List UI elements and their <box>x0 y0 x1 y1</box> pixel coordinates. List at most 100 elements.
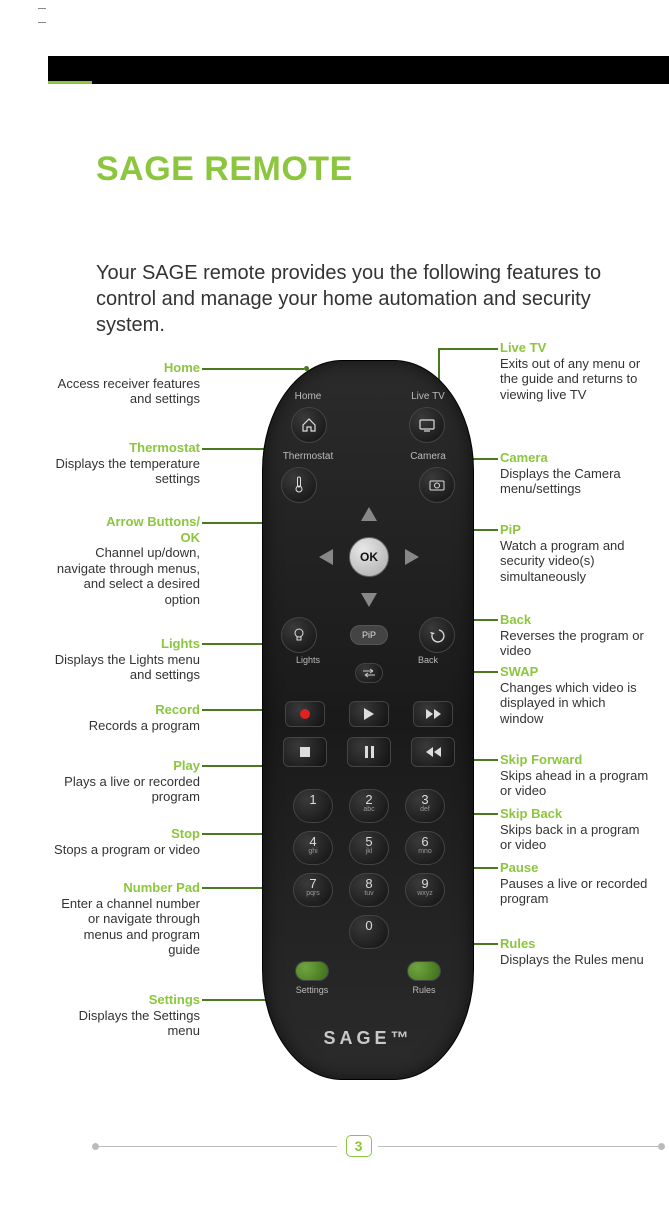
thermostat-button[interactable] <box>281 467 317 503</box>
num-5[interactable]: 5jkl <box>349 831 389 865</box>
remote-label-livetv: Live TV <box>393 391 463 402</box>
callout-title: Number Pad <box>54 880 200 896</box>
callout-desc: Access receiver features and settings <box>58 376 200 407</box>
record-button[interactable] <box>285 701 325 727</box>
callout-desc: Displays the Rules menu <box>500 952 644 967</box>
num-3[interactable]: 3def <box>405 789 445 823</box>
arrow-left-button[interactable] <box>319 549 333 565</box>
skipfwd-icon <box>426 709 441 719</box>
lights-button[interactable] <box>281 617 317 653</box>
play-icon <box>364 708 374 720</box>
callout-thermostat: Thermostat Displays the temperature sett… <box>54 440 200 487</box>
callout-title: Rules <box>500 936 650 952</box>
skip-back-button[interactable] <box>411 737 455 767</box>
camera-button[interactable] <box>419 467 455 503</box>
callout-title: Pause <box>500 860 650 876</box>
callout-title: Skip Back <box>500 806 650 822</box>
digit-sub: pqrs <box>294 890 332 897</box>
arrow-right-button[interactable] <box>405 549 419 565</box>
callout-livetv: Live TV Exits out of any menu or the gui… <box>500 340 650 402</box>
callout-record: Record Records a program <box>54 702 200 733</box>
page-title: SAGE REMOTE <box>96 150 353 189</box>
page: SAGE REMOTE Your SAGE remote provides yo… <box>48 0 669 1213</box>
skip-forward-button[interactable] <box>413 701 453 727</box>
play-button[interactable] <box>349 701 389 727</box>
ok-button[interactable]: OK <box>349 537 389 577</box>
footer-dot <box>658 1143 665 1150</box>
callout-swap: SWAP Changes which video is displayed in… <box>500 664 650 726</box>
callout-desc: Displays the temperature settings <box>55 456 200 487</box>
pause-button[interactable] <box>347 737 391 767</box>
record-icon <box>300 709 310 719</box>
swap-button[interactable] <box>355 663 383 683</box>
tv-icon <box>419 418 435 432</box>
back-button[interactable] <box>419 617 455 653</box>
callout-camera: Camera Displays the Camera menu/settings <box>500 450 650 497</box>
stop-icon <box>300 747 310 757</box>
callout-back: Back Reverses the program or video <box>500 612 650 659</box>
page-number: 3 <box>346 1135 372 1157</box>
digit-sub: tuv <box>350 890 388 897</box>
callout-title: Record <box>54 702 200 718</box>
digit: 9 <box>421 876 428 891</box>
callout-home: Home Access receiver features and settin… <box>54 360 200 407</box>
num-2[interactable]: 2abc <box>349 789 389 823</box>
digit: 8 <box>365 876 372 891</box>
digit: 4 <box>309 834 316 849</box>
callout-settings: Settings Displays the Settings menu <box>54 992 200 1039</box>
pause-icon <box>365 746 374 758</box>
remote-label-thermostat: Thermostat <box>269 451 347 462</box>
num-8[interactable]: 8tuv <box>349 873 389 907</box>
arrow-up-button[interactable] <box>361 507 377 521</box>
callout-title: Play <box>54 758 200 774</box>
callout-desc: Enter a channel number or navigate throu… <box>61 896 200 958</box>
remote-label-home: Home <box>273 391 343 402</box>
callout-title: Skip Forward <box>500 752 650 768</box>
livetv-button[interactable] <box>409 407 445 443</box>
digit: 2 <box>365 792 372 807</box>
num-0[interactable]: 0 <box>349 915 389 949</box>
footer-line <box>378 1146 658 1147</box>
header-accent <box>48 81 92 84</box>
num-6[interactable]: 6mno <box>405 831 445 865</box>
dpad: OK <box>319 507 419 607</box>
callout-desc: Changes which video is displayed in whic… <box>500 680 637 726</box>
callout-desc: Watch a program and security video(s) si… <box>500 538 625 584</box>
callout-desc: Exits out of any menu or the guide and r… <box>500 356 640 402</box>
callout-title: Lights <box>54 636 200 652</box>
arrow-down-button[interactable] <box>361 593 377 607</box>
leader-line <box>438 348 498 350</box>
remote-label-rules: Rules <box>389 985 459 995</box>
page-footer: 3 <box>48 1135 669 1155</box>
remote-label-back: Back <box>393 655 463 665</box>
num-7[interactable]: 7pqrs <box>293 873 333 907</box>
intro-text: Your SAGE remote provides you the follow… <box>96 260 639 338</box>
pip-button[interactable]: PiP <box>350 625 388 645</box>
callout-title: Home <box>54 360 200 376</box>
num-4[interactable]: 4ghi <box>293 831 333 865</box>
callout-pause: Pause Pauses a live or recorded program <box>500 860 650 907</box>
callout-title: Settings <box>54 992 200 1008</box>
home-button[interactable] <box>291 407 327 443</box>
callout-title: Camera <box>500 450 650 466</box>
digit: 3 <box>421 792 428 807</box>
rules-button[interactable] <box>407 961 441 981</box>
callout-title: SWAP <box>500 664 650 680</box>
stop-button[interactable] <box>283 737 327 767</box>
camera-icon <box>429 478 445 492</box>
digit-sub: def <box>406 806 444 813</box>
remote-body: Home Live TV Thermostat Camera <box>262 360 474 1080</box>
digit: 7 <box>309 876 316 891</box>
callout-title: Arrow Buttons/ OK <box>54 514 200 545</box>
num-1[interactable]: 1 <box>293 789 333 823</box>
callout-desc: Stops a program or video <box>54 842 200 857</box>
num-9[interactable]: 9wxyz <box>405 873 445 907</box>
settings-button[interactable] <box>295 961 329 981</box>
thermometer-icon <box>292 476 306 494</box>
digit: 6 <box>421 834 428 849</box>
remote-label-settings: Settings <box>277 985 347 995</box>
back-arrow-icon <box>429 627 445 643</box>
skipback-icon <box>426 747 441 757</box>
brand-logo: SAGE™ <box>263 1028 473 1049</box>
callout-skip-forward: Skip Forward Skips ahead in a program or… <box>500 752 650 799</box>
